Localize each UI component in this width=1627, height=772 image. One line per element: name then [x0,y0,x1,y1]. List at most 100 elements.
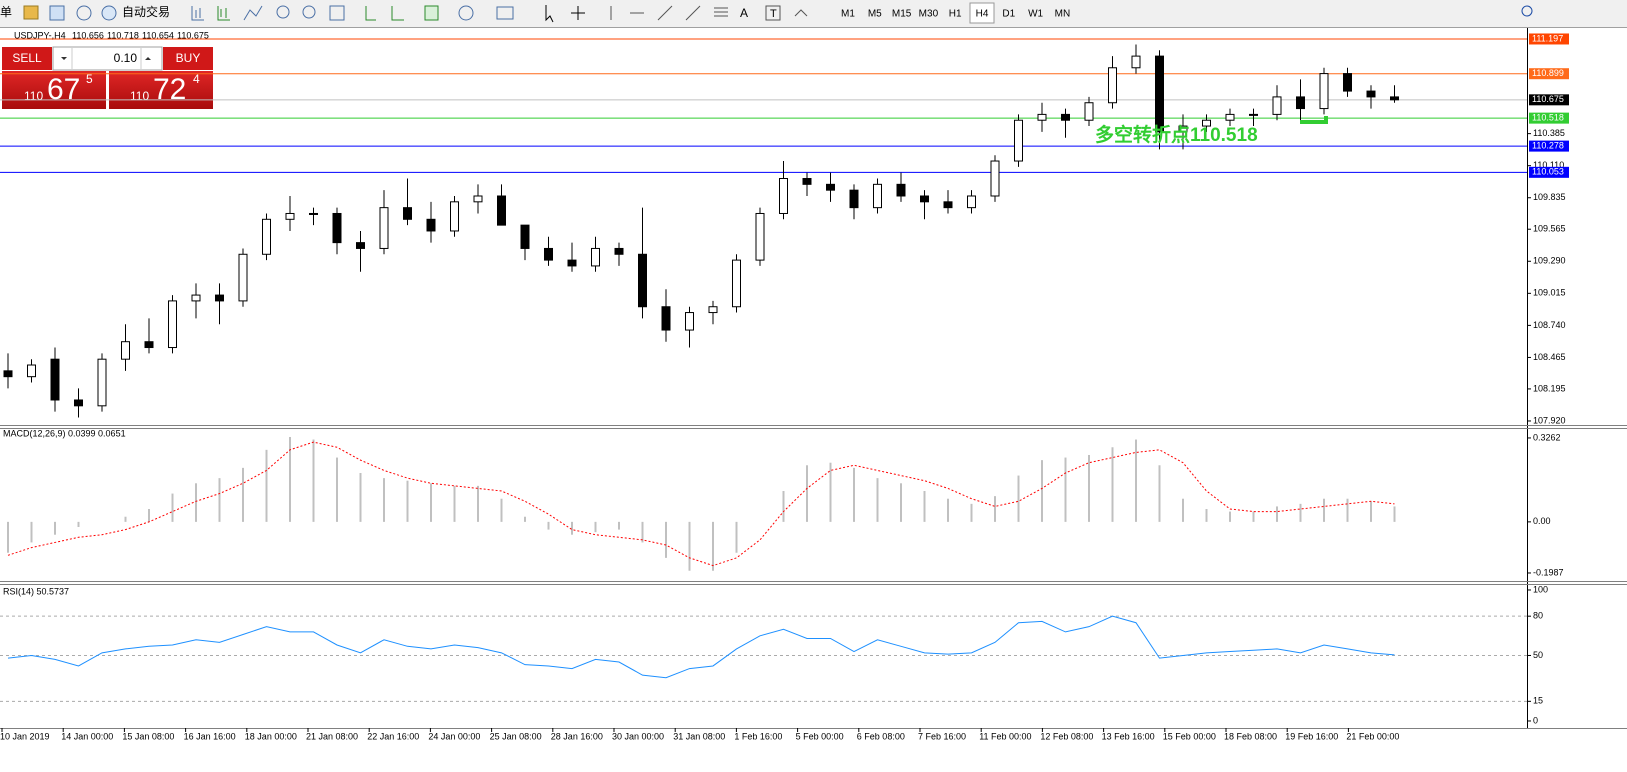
candle-body [403,207,412,220]
candle-body [685,312,694,331]
lot-field[interactable] [52,46,163,71]
y-tick-label: 107.920 [1533,415,1566,425]
candle-body [191,294,201,302]
candle-body [379,207,389,249]
y-tick-label: 109.290 [1533,256,1566,266]
buy-button[interactable] [163,47,213,70]
candle-body [1037,113,1047,121]
indicator-title: RSI(14) 50.5737 [3,586,69,596]
toolbar-icons [23,5,1533,23]
candle-body [426,218,436,232]
level-label: 110.518 [1532,113,1564,123]
level-label-bg [1529,33,1569,45]
x-tick-label: 1 Feb 16:00 [734,731,782,741]
header-value: 110.718 [107,30,139,40]
y-tick-label: 108.740 [1533,320,1566,330]
candle-body [27,364,36,378]
x-tick-label: 21 Feb 00:00 [1346,731,1399,741]
x-tick-label: 18 Jan 00:00 [245,731,297,741]
candle-body [1155,55,1164,133]
candle-body [1296,96,1305,110]
x-tick-label: 14 Jan 00:00 [61,731,113,741]
timeframe-button[interactable]: M15 [892,9,912,20]
candle-body [74,399,83,407]
candle-body [1272,96,1282,115]
timeframe-button[interactable]: W1 [1028,9,1043,20]
timeframe-button[interactable]: H1 [949,9,962,20]
candle-body [1343,73,1352,92]
candle-body [497,195,506,226]
y-tick-label: 0.00 [1533,516,1551,526]
candle-body [849,189,859,209]
candle-body [450,201,459,232]
timeframe-button[interactable]: M1 [841,9,855,20]
x-tick-label: 11 Feb 00:00 [979,731,1031,741]
candle-body [1319,73,1329,110]
candle-body [638,253,647,308]
y-tick-label: -0.1987 [1533,567,1564,577]
x-tick-label: 28 Jan 16:00 [551,731,603,741]
timeframe-button[interactable]: M5 [868,9,882,20]
x-tick-label: 25 Jan 08:00 [490,731,542,741]
candle-body [1108,67,1117,104]
menu-text[interactable]: 单 [0,5,12,19]
symbol-header: USDJPY-,H4 [14,30,66,40]
auto-trade-button[interactable]: 自动交易 [122,4,170,19]
x-tick-label: 16 Jan 16:00 [184,731,236,741]
candle-body [873,183,882,209]
sell-button[interactable] [2,47,52,70]
header-value: 110.675 [177,30,209,40]
ask-big: 110 [130,89,149,103]
candle-body [1225,113,1235,121]
y-tick-label: 0 [1533,715,1538,725]
ask-pip: 4 [193,72,200,86]
candle-body [967,195,976,209]
timeframe-selected [969,2,995,24]
toolbar [0,0,1627,27]
x-tick-label: 24 Jan 00:00 [428,731,480,741]
label-tool-icon[interactable]: T [770,8,777,20]
level-label-bg [1529,94,1569,106]
candle-body [990,160,1000,197]
timeframe-button[interactable]: D1 [1002,9,1015,20]
buy-label[interactable]: BUY [176,51,201,65]
y-tick-label: 50 [1533,650,1543,660]
x-tick-label: 18 Feb 08:00 [1224,731,1277,741]
level-label: 110.278 [1532,140,1564,150]
candle-body [238,253,248,302]
candle-body [144,341,154,349]
candle-body [1084,102,1094,121]
candle-body [544,247,553,261]
x-tick-label: 31 Jan 08:00 [673,731,725,741]
timeframe-button[interactable]: MN [1055,9,1071,20]
level-label-bg [1529,112,1569,124]
candle-body [215,294,224,302]
ask-box[interactable] [109,71,213,109]
level-label: 110.899 [1532,68,1564,78]
candle-body [356,242,365,249]
bid-box[interactable] [2,71,106,109]
candle-body [1014,119,1023,162]
text-tool-icon[interactable]: A [740,6,748,20]
bid-pip: 5 [86,72,93,86]
candle-body [332,212,342,244]
y-tick-label: 108.195 [1533,383,1566,393]
level-label: 111.197 [1532,33,1563,43]
y-tick-label: 110.385 [1533,128,1565,138]
ask-main: 72 [153,73,186,106]
y-tick-label: 109.565 [1533,224,1566,234]
x-tick-label: 12 Feb 08:00 [1040,731,1093,741]
lot-value[interactable]: 0.10 [114,51,138,65]
candle-body [826,183,835,191]
candle-body [285,212,295,220]
level-label: 110.675 [1532,94,1564,104]
sell-label[interactable]: SELL [12,51,42,65]
candle-body [920,195,929,203]
timeframe-button[interactable]: H4 [976,9,989,20]
candle-body [50,358,60,401]
timeframe-button[interactable]: M30 [919,9,939,20]
candle-body [708,306,718,314]
signal-line [7,441,1395,567]
y-tick-label: 108.465 [1533,352,1566,362]
candle-body [896,183,906,197]
